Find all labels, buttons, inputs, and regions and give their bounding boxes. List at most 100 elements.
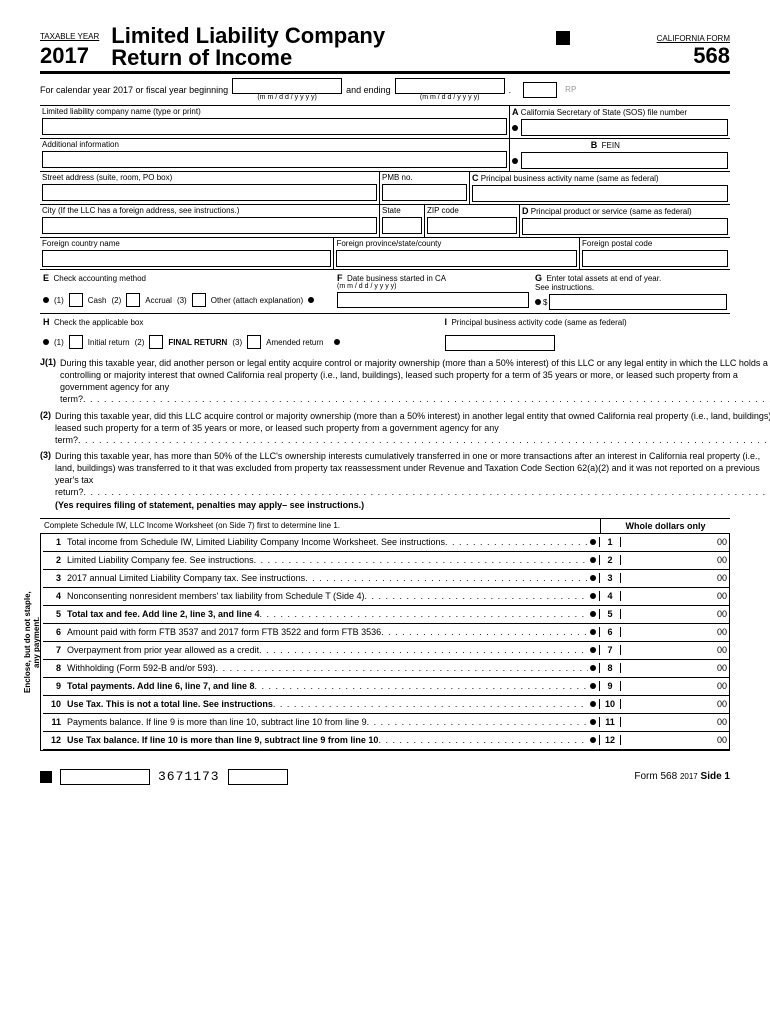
- line-row: 9Total payments. Add line 6, line 7, and…: [43, 678, 729, 696]
- fiscal-end-input[interactable]: [395, 78, 505, 94]
- line-cents: 00: [711, 555, 729, 565]
- footer-square-left: [40, 771, 52, 783]
- fein-input[interactable]: [521, 152, 728, 169]
- llc-name-label: Limited liability company name (type or …: [40, 106, 509, 117]
- line-num-right: 12: [599, 735, 621, 745]
- form-number: 568: [657, 43, 730, 69]
- line-cents: 00: [711, 663, 729, 673]
- line-num-left: 11: [43, 717, 67, 727]
- e-other-checkbox[interactable]: [192, 293, 206, 307]
- line-desc: 2017 annual Limited Liability Company ta…: [67, 573, 305, 583]
- city-input[interactable]: [42, 217, 377, 234]
- line-cents: 00: [711, 699, 729, 709]
- pmb-label: PMB no.: [380, 172, 469, 183]
- line-row: 4Nonconsenting nonresident members' tax …: [43, 588, 729, 606]
- line-num-right: 3: [599, 573, 621, 583]
- foreign-country-input[interactable]: [42, 250, 331, 267]
- state-label: State: [380, 205, 424, 216]
- e-cash-checkbox[interactable]: [69, 293, 83, 307]
- line-num-left: 2: [43, 555, 67, 565]
- line-desc: Total income from Schedule IW, Limited L…: [67, 537, 445, 547]
- line-num-right: 6: [599, 627, 621, 637]
- h-initial-checkbox[interactable]: [69, 335, 83, 349]
- line-num-right: 4: [599, 591, 621, 601]
- line-desc: Nonconsenting nonresident members' tax l…: [67, 591, 365, 601]
- whole-dollars-label: Whole dollars only: [600, 519, 730, 533]
- line-desc: Payments balance. If line 9 is more than…: [67, 717, 367, 727]
- side-note: Enclose, but do not staple, any payment.: [23, 588, 41, 696]
- b-label: FEIN: [602, 141, 620, 150]
- addl-info-input[interactable]: [42, 151, 507, 168]
- footer-right: Form 568 2017 Side 1: [634, 771, 730, 782]
- h-final-checkbox[interactable]: [149, 335, 163, 349]
- line-num-left: 4: [43, 591, 67, 601]
- line-cents: 00: [711, 735, 729, 745]
- line-num-right: 9: [599, 681, 621, 691]
- zip-input[interactable]: [427, 217, 517, 234]
- e-accrual-checkbox[interactable]: [126, 293, 140, 307]
- foreign-province-input[interactable]: [336, 250, 577, 267]
- line-num-right: 5: [599, 609, 621, 619]
- line-desc: Overpayment from prior year allowed as a…: [67, 645, 259, 655]
- line-num-right: 8: [599, 663, 621, 673]
- state-input[interactable]: [382, 217, 422, 234]
- street-label: Street address (suite, room, PO box): [40, 172, 379, 183]
- zip-label: ZIP code: [425, 205, 519, 216]
- row-street: Street address (suite, room, PO box) PMB…: [40, 172, 730, 205]
- rp-label: RP: [565, 85, 576, 94]
- foreign-postal-label: Foreign postal code: [580, 238, 730, 249]
- line-row: 8Withholding (Form 592-B and/or 593)800: [43, 660, 729, 678]
- addl-info-label: Additional information: [40, 139, 509, 150]
- line-num-right: 2: [599, 555, 621, 565]
- line-desc: Withholding (Form 592-B and/or 593): [67, 663, 216, 673]
- fiscal-prefix: For calendar year 2017 or fiscal year be…: [40, 85, 228, 95]
- line-num-left: 1: [43, 537, 67, 547]
- line-num-right: 1: [599, 537, 621, 547]
- line-cents: 00: [711, 645, 729, 655]
- footer-box-1[interactable]: [60, 769, 150, 785]
- line-cents: 00: [711, 627, 729, 637]
- line-num-right: 10: [599, 699, 621, 709]
- llc-name-input[interactable]: [42, 118, 507, 135]
- line-desc: Total tax and fee. Add line 2, line 3, a…: [67, 609, 260, 619]
- row-addl-b: Additional information A B FEIN: [40, 139, 730, 172]
- line-num-left: 6: [43, 627, 67, 637]
- i-code-input[interactable]: [445, 335, 555, 351]
- footer-code: 3671173: [158, 769, 220, 784]
- title-line1: Limited Liability Company: [111, 25, 385, 47]
- c-input[interactable]: [472, 185, 728, 202]
- d-input[interactable]: [522, 218, 728, 235]
- fiscal-extra-input[interactable]: [523, 82, 557, 98]
- sos-file-input[interactable]: [521, 119, 728, 136]
- pmb-input[interactable]: [382, 184, 467, 201]
- a-label: California Secretary of State (SOS) file…: [521, 108, 687, 117]
- and-ending: and ending: [346, 85, 391, 95]
- line-cents: 00: [711, 591, 729, 601]
- taxable-year-label: TAXABLE YEAR: [40, 32, 99, 41]
- form-header: TAXABLE YEAR 2017 Limited Liability Comp…: [40, 25, 730, 74]
- footer-box-2[interactable]: [228, 769, 288, 785]
- h-amended-checkbox[interactable]: [247, 335, 261, 349]
- street-input[interactable]: [42, 184, 377, 201]
- foreign-postal-input[interactable]: [582, 250, 728, 267]
- line-row: 6Amount paid with form FTB 3537 and 2017…: [43, 624, 729, 642]
- line-desc: Use Tax balance. If line 10 is more than…: [67, 735, 378, 745]
- line-desc: Amount paid with form FTB 3537 and 2017 …: [67, 627, 381, 637]
- g-assets-input[interactable]: [549, 294, 727, 310]
- line-row: 1Total income from Schedule IW, Limited …: [43, 534, 729, 552]
- fiscal-begin-input[interactable]: [232, 78, 342, 94]
- line-table: Complete Schedule IW, LLC Income Workshe…: [40, 518, 730, 751]
- line-row: 10Use Tax. This is not a total line. See…: [43, 696, 729, 714]
- line-num-left: 7: [43, 645, 67, 655]
- f-date-input[interactable]: [337, 292, 529, 308]
- line-row: 5 Total tax and fee. Add line 2, line 3, …: [43, 606, 729, 624]
- line-num-left: 8: [43, 663, 67, 673]
- line-desc: Limited Liability Company fee. See instr…: [67, 555, 254, 565]
- line-row: 2Limited Liability Company fee. See inst…: [43, 552, 729, 570]
- line-num-left: 10: [43, 699, 67, 709]
- mdy-format-2: (m m / d d / y y y y): [395, 94, 505, 101]
- dot-marker: [512, 125, 518, 131]
- line-cents: 00: [711, 537, 729, 547]
- line-cents: 00: [711, 717, 729, 727]
- mdy-format-1: (m m / d d / y y y y): [232, 94, 342, 101]
